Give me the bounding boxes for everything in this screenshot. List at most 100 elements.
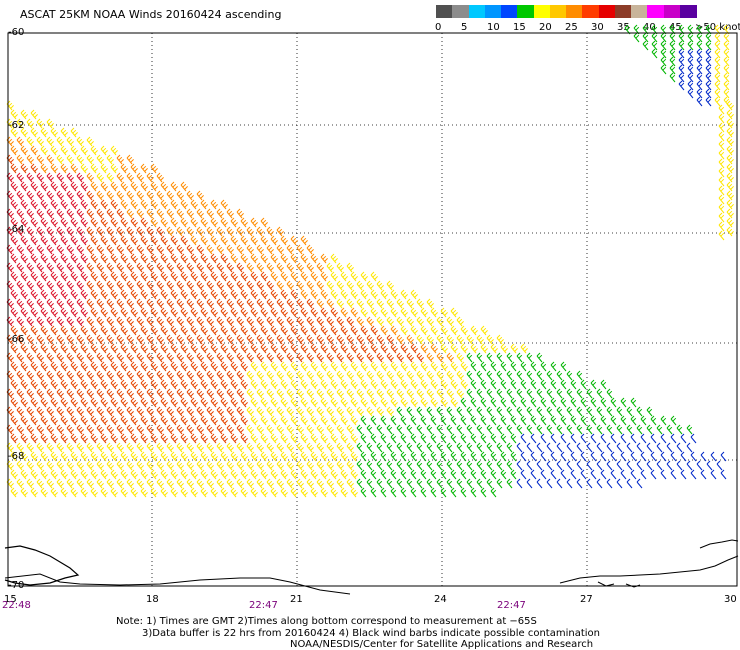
wind-barb — [726, 172, 734, 183]
wind-barb — [110, 361, 118, 372]
wind-barb — [520, 469, 527, 480]
wind-barb — [150, 469, 158, 480]
wind-barb — [180, 289, 188, 300]
wind-barb — [120, 235, 128, 246]
wind-barb — [90, 343, 98, 354]
wind-barb — [326, 406, 334, 417]
wind-barb — [10, 415, 18, 426]
wind-barb — [270, 397, 278, 408]
wind-barb — [106, 244, 114, 255]
wind-barb — [396, 406, 403, 417]
wind-barb — [450, 379, 458, 390]
wind-barb — [510, 361, 517, 372]
wind-barb — [180, 469, 188, 480]
wind-barb — [230, 289, 238, 300]
wind-barb — [346, 478, 354, 489]
wind-barb — [70, 397, 78, 408]
wind-barb — [100, 271, 108, 282]
wind-barb — [106, 460, 114, 471]
wind-barb — [620, 451, 627, 462]
wind-barb — [126, 226, 134, 237]
wind-barb — [536, 424, 543, 435]
wind-barb — [516, 442, 523, 453]
wind-barb — [176, 460, 184, 471]
wind-barb — [220, 271, 228, 282]
wind-barb — [16, 190, 24, 201]
wind-barb — [240, 271, 248, 282]
wind-barb — [86, 280, 94, 291]
wind-barb — [651, 40, 658, 51]
wind-barb — [726, 145, 734, 156]
wind-barb — [536, 442, 543, 453]
wind-barb — [26, 298, 34, 309]
wind-barb — [420, 379, 428, 390]
wind-barb — [186, 370, 194, 381]
wind-barb — [16, 298, 24, 309]
wind-barb — [26, 244, 34, 255]
wind-barb — [276, 280, 284, 291]
wind-barb — [536, 478, 543, 489]
wind-barb — [330, 487, 338, 498]
wind-barb — [210, 307, 218, 318]
wind-barb — [320, 325, 328, 336]
wind-barb — [206, 352, 214, 363]
wind-barb — [420, 325, 428, 336]
wind-barb — [136, 460, 144, 471]
wind-barb — [206, 370, 214, 381]
wind-barb — [156, 262, 164, 273]
lon-label-15: 15 — [4, 594, 17, 605]
wind-barb — [550, 469, 557, 480]
wind-barb — [40, 343, 48, 354]
wind-barb — [126, 172, 134, 183]
wind-barb — [180, 361, 188, 372]
wind-barb — [40, 487, 48, 498]
wind-barb — [240, 289, 248, 300]
wind-barb — [30, 127, 38, 138]
wind-barb — [316, 298, 324, 309]
wind-barb — [116, 172, 124, 183]
wind-barb — [190, 271, 198, 282]
wind-barb — [66, 424, 74, 435]
wind-barb — [600, 433, 607, 444]
wind-barb — [426, 460, 433, 471]
wind-barb — [718, 149, 725, 160]
wind-barb — [20, 307, 28, 318]
wind-barb — [186, 460, 194, 471]
wind-barb — [46, 424, 54, 435]
wind-barb — [150, 397, 158, 408]
wind-barb — [96, 460, 104, 471]
wind-barb — [416, 460, 423, 471]
wind-barb — [460, 379, 468, 390]
wind-barb — [496, 406, 503, 417]
wind-barb — [420, 469, 427, 480]
scale-label: 15 — [513, 22, 526, 33]
wind-barb — [40, 325, 48, 336]
wind-barb — [678, 40, 685, 51]
wind-barb — [506, 424, 513, 435]
wind-barb — [230, 415, 238, 426]
scale-swatch — [549, 5, 567, 18]
wind-barb — [310, 451, 318, 462]
wind-barb — [90, 307, 98, 318]
wind-barb — [50, 379, 58, 390]
wind-barb — [246, 388, 254, 399]
wind-barb — [620, 397, 627, 408]
wind-barb — [196, 442, 204, 453]
wind-barb — [723, 80, 730, 91]
wind-barb — [30, 289, 38, 300]
wind-barb — [266, 244, 274, 255]
wind-barb — [370, 307, 378, 318]
wind-barb — [340, 343, 348, 354]
wind-barb — [280, 397, 288, 408]
wind-barb — [196, 226, 204, 237]
wind-barb — [286, 406, 294, 417]
wind-barb — [10, 469, 18, 480]
wind-barb — [90, 163, 98, 174]
wind-barb — [250, 271, 258, 282]
wind-barb — [30, 145, 38, 156]
wind-barb — [726, 109, 734, 120]
wind-barb — [16, 262, 24, 273]
wind-barb — [350, 487, 358, 498]
wind-barb — [316, 370, 324, 381]
wind-barb — [150, 379, 158, 390]
